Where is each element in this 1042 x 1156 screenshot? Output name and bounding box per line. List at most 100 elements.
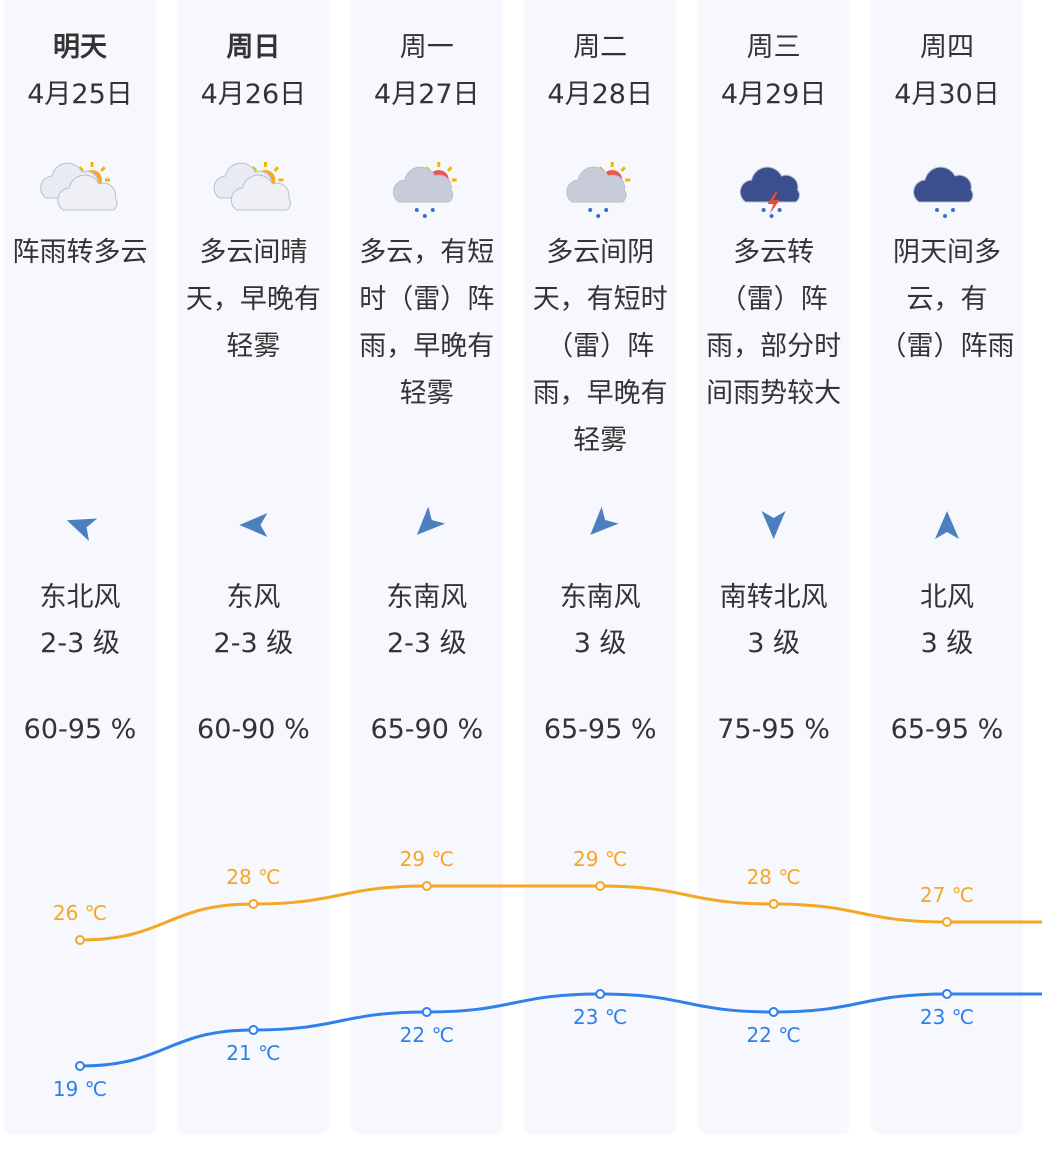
cloud	[392, 166, 454, 203]
weather-icon	[392, 162, 457, 218]
low-temp-point	[248, 1025, 259, 1035]
date: 4月27日	[374, 79, 480, 110]
weather-text: 阴天间多云，有（雷）阵雨	[879, 237, 1015, 362]
wind-arrow	[935, 511, 959, 539]
wind-level: 2-3 级	[386, 628, 467, 659]
weather-text: 多云间晴天，早晚有轻雾	[185, 237, 321, 362]
humidity: 65-90 %	[370, 714, 484, 745]
cloud	[566, 166, 627, 203]
sun-ray	[251, 166, 258, 172]
humidity: 60-90 %	[197, 714, 310, 745]
wind-arrow	[590, 506, 619, 535]
humidity: 65-95 %	[543, 714, 657, 745]
high-temp-point	[421, 881, 432, 891]
date: 4月28日	[547, 79, 653, 110]
humidity: 75-95 %	[717, 714, 830, 745]
high-temp-point	[768, 899, 779, 909]
wind-level: 3 级	[920, 628, 974, 659]
low-temp-point	[421, 1007, 432, 1017]
weather-icon	[739, 166, 800, 218]
low-temp-line	[79, 992, 948, 1068]
rain-drop	[414, 208, 419, 212]
high-temp-label: 29 ℃	[400, 847, 454, 871]
low-temp-label: 21 ℃	[226, 1041, 280, 1065]
cloud	[913, 166, 974, 203]
humidity: 60-95 %	[23, 714, 137, 745]
cloud	[230, 174, 291, 211]
wind-level: 2-3 级	[213, 628, 294, 659]
rain-drop	[588, 208, 593, 212]
weather-text: 阵雨转多云	[12, 237, 148, 268]
date: 4月30日	[894, 79, 1000, 110]
high-temp-label: 28 ℃	[746, 865, 800, 889]
lightning	[767, 192, 780, 214]
high-temp-label: 27 ℃	[920, 883, 974, 907]
day-name: 周二	[573, 32, 628, 63]
low-temp-point	[942, 989, 952, 999]
weather-text: 多云转（雷）阵雨，部分时间雨势较大	[706, 237, 842, 409]
date: 4月25日	[27, 79, 133, 110]
rain-drop	[596, 214, 601, 218]
day-name: 周日	[226, 32, 281, 63]
rain-drop	[430, 208, 435, 212]
low-temp-label: 22 ℃	[746, 1023, 800, 1047]
date: 4月29日	[720, 79, 827, 110]
rain-drop	[604, 208, 609, 212]
weather-icon	[566, 162, 631, 218]
sun-ray	[620, 166, 626, 172]
wind-direction: 东风	[226, 582, 281, 613]
wind-arrow	[239, 513, 268, 537]
low-temp-point	[768, 1007, 779, 1017]
sun-ray	[446, 166, 453, 172]
weather-icon	[40, 162, 118, 211]
wind-direction: 东南风	[559, 582, 641, 613]
cloud	[739, 166, 800, 203]
day-column: 周日 4月26日多云间晴天，早晚有轻雾东风 2-3 级 60-90 %	[177, 0, 330, 1134]
day-name: 明天	[53, 32, 107, 63]
wind-direction: 东北风	[39, 582, 121, 613]
high-temp-label: 29 ℃	[573, 847, 627, 871]
high-temp-point	[595, 881, 606, 891]
low-temp-label: 19 ℃	[53, 1077, 107, 1101]
wind-arrow	[66, 518, 98, 542]
rain-drop	[777, 208, 782, 212]
high-temp-point	[942, 917, 952, 927]
high-temp-line	[79, 884, 948, 942]
rain-drop	[761, 208, 766, 212]
cloud	[57, 174, 118, 211]
wind-level: 3 级	[573, 628, 627, 659]
rain-drop	[935, 208, 939, 212]
day-name: 周一	[399, 32, 454, 63]
date: 4月26日	[200, 79, 307, 110]
sun-ray	[100, 166, 106, 172]
low-temp-label: 23 ℃	[920, 1005, 974, 1029]
wind-direction: 北风	[920, 582, 974, 613]
low-temp-point	[75, 1061, 85, 1071]
wind-arrow	[416, 506, 446, 535]
low-temp-point	[595, 989, 606, 999]
rain-drop	[951, 208, 955, 212]
high-temp-label: 28 ℃	[226, 865, 280, 889]
weather-icon	[913, 166, 974, 218]
weather-icon	[213, 162, 291, 211]
day-name: 周四	[920, 32, 974, 63]
high-temp-label: 26 ℃	[53, 901, 107, 925]
rain-drop	[422, 214, 427, 218]
wind-level: 2-3 级	[40, 628, 120, 659]
day-name: 周三	[746, 32, 801, 63]
sun-ray	[78, 166, 84, 172]
sun-ray	[273, 166, 280, 172]
weather-text: 多云，有短时（雷）阵雨，早晚有轻雾	[359, 237, 495, 409]
rain-drop	[943, 214, 947, 218]
wind-level: 3 级	[747, 628, 800, 659]
wind-direction: 南转北风	[719, 582, 828, 613]
wind-arrow	[761, 511, 786, 539]
low-temp-label: 22 ℃	[400, 1023, 454, 1047]
weather-text: 多云间阴天，有短时（雷）阵雨，早晚有轻雾	[532, 237, 668, 456]
humidity: 65-95 %	[890, 714, 1004, 745]
high-temp-point	[248, 899, 259, 909]
rain-drop	[769, 214, 774, 218]
wind-direction: 东南风	[386, 582, 468, 613]
